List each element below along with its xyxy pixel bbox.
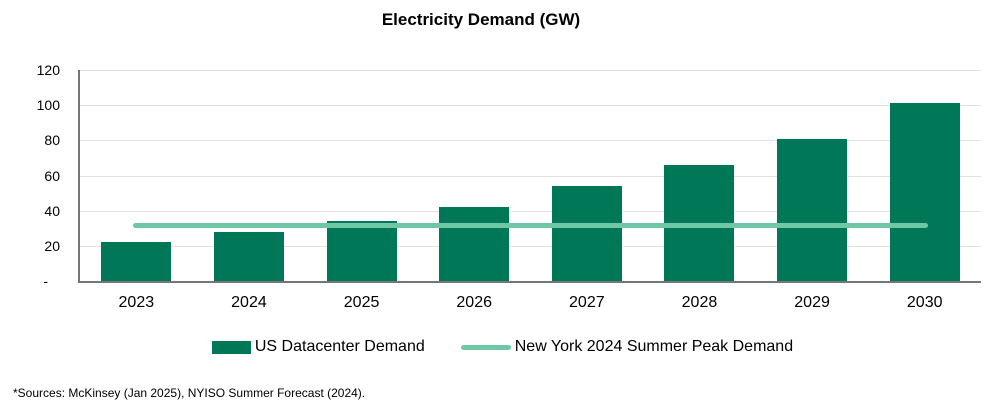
bar-2028	[664, 164, 735, 281]
y-tick-label-60: 60	[44, 167, 60, 184]
gridline-100	[80, 105, 981, 107]
legend: US Datacenter Demand New York 2024 Summe…	[0, 338, 1005, 356]
y-tick-label-80: 80	[44, 132, 60, 149]
source-footnote: *Sources: McKinsey (Jan 2025), NYISO Sum…	[13, 386, 366, 400]
legend-item-us-datacenter-demand: US Datacenter Demand	[211, 338, 425, 356]
legend-label-us-datacenter-demand: US Datacenter Demand	[254, 338, 425, 355]
chart-title: Electricity Demand (GW)	[381, 10, 581, 29]
x-axis-label-2025: 2025	[343, 294, 380, 311]
gridline-80	[80, 140, 981, 142]
y-tick-label-40: 40	[44, 202, 60, 219]
x-axis-labels: 2023 2024 2025 2026 2027 2028 2029 2030	[80, 294, 981, 314]
bar-2030	[889, 103, 960, 281]
x-axis-label-2028: 2028	[681, 294, 718, 311]
y-tick-label-120: 120	[36, 62, 60, 78]
x-axis-label-2027: 2027	[569, 294, 605, 311]
legend-label-ny-summer-peak: New York 2024 Summer Peak Demand	[514, 338, 794, 355]
gridline-40	[80, 210, 981, 212]
bar-2025	[326, 221, 397, 281]
gridline-60	[80, 175, 981, 177]
y-axis-ticks: - 20 40 60 80 100 120	[0, 0, 60, 417]
bar-2026	[439, 207, 510, 281]
bar-2027	[551, 186, 622, 281]
y-tick-label-0: -	[43, 273, 48, 289]
x-axis-label-2023: 2023	[118, 294, 155, 311]
ny-summer-peak-demand-line	[133, 223, 928, 229]
bar-2024	[213, 231, 284, 281]
x-axis-label-2030: 2030	[906, 294, 943, 311]
plot-area	[78, 70, 981, 283]
gridline-120	[80, 70, 981, 71]
bar-2029	[777, 138, 848, 281]
y-tick-label-100: 100	[36, 97, 60, 114]
legend-item-ny-summer-peak: New York 2024 Summer Peak Demand	[460, 338, 794, 356]
line-swatch-icon	[460, 344, 511, 350]
gridline-20	[80, 245, 981, 247]
y-tick-label-20: 20	[44, 237, 60, 254]
x-axis-label-2024: 2024	[231, 294, 267, 311]
bar-2023	[101, 242, 172, 281]
bar-swatch-icon	[211, 340, 251, 354]
x-axis-label-2026: 2026	[456, 294, 492, 311]
x-axis-label-2029: 2029	[794, 294, 830, 311]
